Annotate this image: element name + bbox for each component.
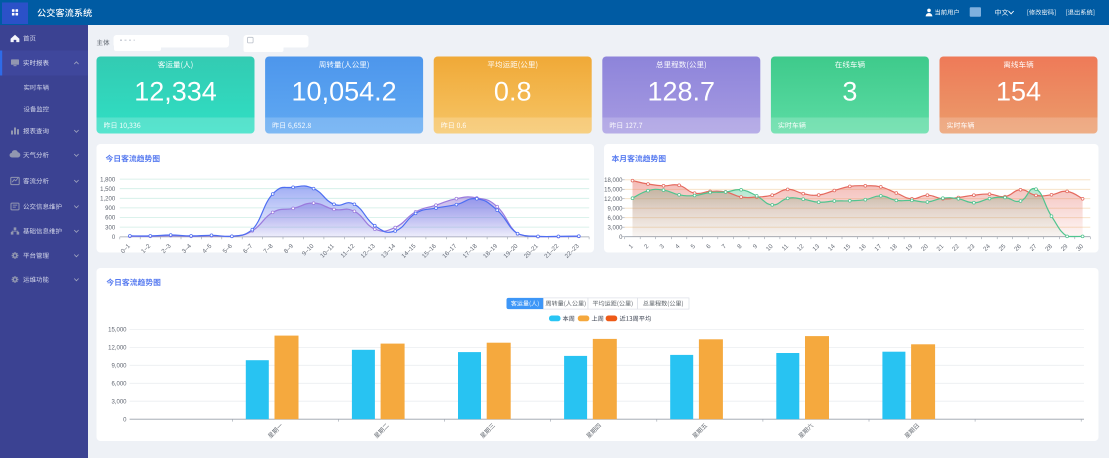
svg-text:22: 22 xyxy=(951,243,961,253)
svg-text:0: 0 xyxy=(112,235,116,241)
svg-text:8: 8 xyxy=(736,243,744,251)
svg-text:23: 23 xyxy=(966,243,976,253)
svg-text:6,000: 6,000 xyxy=(111,381,127,387)
svg-text:15,000: 15,000 xyxy=(108,328,127,334)
svg-text:4: 4 xyxy=(674,243,682,251)
svg-text:154: 154 xyxy=(996,76,1041,106)
svg-text:300: 300 xyxy=(105,225,116,231)
svg-text:2: 2 xyxy=(643,243,651,251)
svg-text:10,054.2: 10,054.2 xyxy=(292,76,397,106)
svg-text:3,000: 3,000 xyxy=(607,225,623,231)
svg-text:12,000: 12,000 xyxy=(108,346,127,352)
svg-text:15: 15 xyxy=(842,243,852,253)
svg-text:900: 900 xyxy=(105,206,116,212)
svg-text:3: 3 xyxy=(659,243,667,251)
svg-text:17: 17 xyxy=(873,243,883,253)
svg-text:13: 13 xyxy=(811,243,821,253)
svg-text:30: 30 xyxy=(1075,243,1085,253)
svg-text:19: 19 xyxy=(904,243,914,253)
svg-text:7: 7 xyxy=(721,243,729,251)
svg-text:20: 20 xyxy=(920,243,930,253)
svg-text:9: 9 xyxy=(752,243,760,251)
svg-text:10: 10 xyxy=(765,243,775,253)
svg-text:15,000: 15,000 xyxy=(604,187,623,193)
svg-text:1,800: 1,800 xyxy=(100,177,116,183)
svg-text:18: 18 xyxy=(889,243,899,253)
svg-text:1,200: 1,200 xyxy=(100,197,116,203)
svg-text:128.7: 128.7 xyxy=(648,76,716,106)
svg-text:18,000: 18,000 xyxy=(604,178,623,184)
svg-text:9,000: 9,000 xyxy=(111,364,127,370)
svg-text:3: 3 xyxy=(842,76,857,106)
svg-text:11: 11 xyxy=(781,243,791,253)
svg-text:6,000: 6,000 xyxy=(607,216,623,222)
svg-text:600: 600 xyxy=(105,216,116,222)
svg-text:12,334: 12,334 xyxy=(134,76,217,106)
svg-text:9,000: 9,000 xyxy=(607,206,623,212)
svg-text:29: 29 xyxy=(1060,243,1070,253)
svg-text:26: 26 xyxy=(1013,243,1023,253)
svg-text:0: 0 xyxy=(123,417,127,423)
svg-text:27: 27 xyxy=(1029,243,1039,253)
svg-text:21: 21 xyxy=(935,243,945,253)
svg-text:12: 12 xyxy=(796,243,806,253)
svg-text:6: 6 xyxy=(705,243,713,251)
svg-text:24: 24 xyxy=(982,243,992,253)
svg-text:0.8: 0.8 xyxy=(494,76,532,106)
svg-text:5: 5 xyxy=(690,243,698,251)
svg-text:25: 25 xyxy=(998,243,1008,253)
svg-text:1: 1 xyxy=(628,243,636,251)
svg-text:3,000: 3,000 xyxy=(111,399,127,405)
svg-text:1,500: 1,500 xyxy=(100,187,116,193)
svg-text:12,000: 12,000 xyxy=(604,197,623,203)
svg-text:16: 16 xyxy=(858,243,868,253)
svg-text:0: 0 xyxy=(619,235,623,241)
svg-text:14: 14 xyxy=(827,243,837,253)
svg-text:28: 28 xyxy=(1044,243,1054,253)
